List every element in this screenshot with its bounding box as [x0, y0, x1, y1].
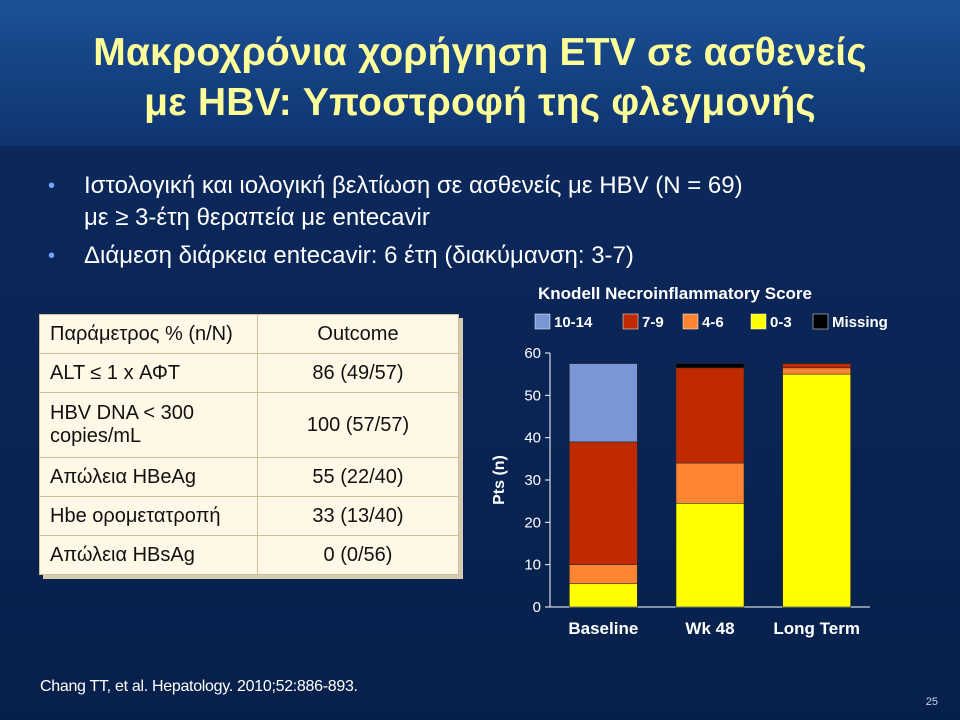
bar-segment-4-6 [569, 564, 638, 585]
table-cell: 100 (57/57) [257, 392, 459, 458]
bar-segment-0-3 [569, 583, 638, 608]
x-tick-label: Baseline [568, 619, 638, 638]
table-cell: 33 (13/40) [257, 496, 459, 536]
y-tick-label: 20 [524, 514, 541, 531]
title-band [0, 0, 960, 146]
bullet-line: Διάμεση διάρκεια entecavir: 6 έτη (διακύ… [84, 242, 634, 269]
citation: Chang TT, et al. Hepatology. 2010;52:886… [40, 678, 358, 695]
table-cell: ALT ≤ 1 x ΑΦΤ [39, 353, 258, 393]
bullet-line: Ιστολογική και ιολογική βελτίωση σε ασθε… [84, 172, 743, 199]
legend-swatch-0-3 [750, 313, 767, 330]
bar-segment-7-9 [569, 441, 638, 565]
legend-label: Missing [832, 314, 888, 331]
legend-label: 7-9 [642, 314, 664, 331]
legend-label: 10-14 [554, 314, 593, 331]
table-header-cell: Παράμετρος % (n/N) [39, 314, 258, 354]
legend-label: 4-6 [702, 314, 724, 331]
table-row: Hbe ορομετατροπή 33 (13/40) [39, 496, 459, 536]
bullet-dot-icon: • [48, 175, 56, 197]
bar-segment-0-3 [782, 373, 851, 608]
table-row: Απώλεια HBsAg 0 (0/56) [39, 535, 459, 575]
legend-swatch-10-14 [534, 313, 551, 330]
y-tick-label: 0 [533, 599, 541, 616]
bullet-item: • Διάμεση διάρκεια entecavir: 6 έτη (δια… [48, 240, 928, 272]
bullet-dot-icon: • [48, 245, 56, 267]
outcome-table: Παράμετρος % (n/N) Outcome ALT ≤ 1 x ΑΦΤ… [39, 314, 459, 575]
table-header-row: Παράμετρος % (n/N) Outcome [39, 314, 459, 354]
bullet-item: • Ιστολογική και ιολογική βελτίωση σε ασ… [48, 170, 928, 234]
y-tick-label: 30 [524, 472, 541, 489]
y-axis-label: Pts (n) [491, 455, 508, 505]
table-cell: Hbe ορομετατροπή [39, 496, 258, 536]
stacked-bar-chart: Knodell Necroinflammatory Score 10-14 7-9 4… [491, 284, 888, 638]
legend-swatch-7-9 [622, 313, 639, 330]
bullet-list: • Ιστολογική και ιολογική βελτίωση σε ασ… [48, 170, 928, 278]
bullet-line: με ≥ 3-έτη θεραπεία με entecavir [84, 204, 430, 231]
bar-segment-7-9 [782, 363, 851, 369]
bar-segment-4-6 [675, 462, 745, 504]
table-cell: 55 (22/40) [257, 457, 459, 497]
table-cell: 86 (49/57) [257, 353, 459, 393]
table-cell: 0 (0/56) [257, 535, 459, 575]
legend-label: 0-3 [770, 314, 792, 331]
y-tick-label: 10 [524, 557, 541, 574]
table-row: Απώλεια HBeAg 55 (22/40) [39, 457, 459, 497]
x-tick-label: Wk 48 [685, 619, 734, 638]
y-tick-label: 50 [524, 387, 541, 404]
bar-segment-0-3 [675, 502, 745, 608]
table-row: HBV DNA < 300 copies/mL 100 (57/57) [39, 392, 459, 458]
table-cell: Απώλεια HBsAg [39, 535, 258, 575]
legend-swatch-missing [812, 313, 829, 330]
slide-title: Μακροχρόνια χορήγηση ETV σε ασθενείς με … [20, 28, 940, 128]
table-cell: HBV DNA < 300 copies/mL [39, 392, 258, 458]
table-header-cell: Outcome [257, 314, 459, 354]
table-row: ALT ≤ 1 x ΑΦΤ 86 (49/57) [39, 353, 459, 393]
chart-title: Knodell Necroinflammatory Score [538, 284, 812, 303]
bar-segment-7-9 [675, 367, 745, 464]
bar-segment-10-14 [569, 363, 638, 443]
y-tick-label: 60 [524, 345, 541, 362]
title-line-1: Μακροχρόνια χορήγηση ETV σε ασθενείς [93, 31, 867, 74]
page-number: 25 [925, 696, 938, 708]
bar-segment-4-6 [782, 367, 851, 375]
bar-segment-missing [675, 363, 745, 369]
table-cell: Απώλεια HBeAg [39, 457, 258, 497]
x-tick-label: Long Term [773, 619, 860, 638]
legend-swatch-4-6 [682, 313, 699, 330]
y-tick-label: 40 [524, 430, 541, 447]
title-line-2: με HBV: Υποστροφή της φλεγμονής [144, 81, 816, 124]
